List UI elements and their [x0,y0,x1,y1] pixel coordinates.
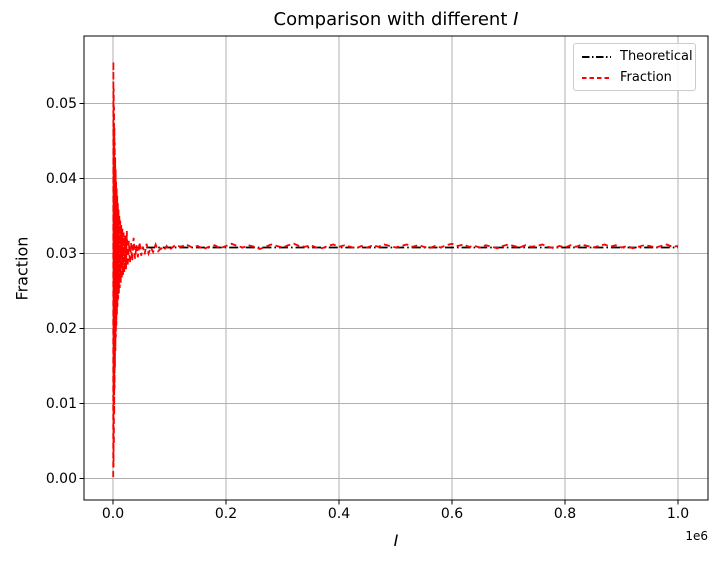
plot-background [84,36,708,500]
chart-title-math-symbol: I [513,9,519,30]
y-tick-label: 0.04 [45,170,77,187]
axes-spines [83,35,709,501]
theoretical-line-sample-icon [582,55,611,58]
x-tick-label: 0.4 [327,506,351,522]
chart-title: Comparison with different I [84,8,708,31]
x-tick-label: 0.8 [553,506,577,522]
legend: Theoretical Fraction [573,43,696,91]
fraction-line-sample-icon [582,76,611,79]
y-axis-label: Fraction [12,236,32,301]
legend-item-fraction: Fraction [581,68,688,87]
legend-label-theoretical: Theoretical [620,49,693,64]
x-axis-offset-text: 1e6 [685,529,708,543]
legend-label-fraction: Fraction [620,70,672,85]
x-tick-label: 0.0 [101,506,125,522]
x-tick-label: 0.2 [214,506,238,522]
series-line-fraction [112,61,679,478]
y-tick-label: 0.03 [45,245,77,262]
x-tick-label: 1.0 [666,506,690,522]
x-axis-label: I [393,531,399,550]
y-tick-label: 0.01 [45,395,77,412]
y-tick-label: 0.02 [45,320,77,337]
chart-title-text: Comparison with different [273,9,514,30]
legend-item-theoretical: Theoretical [581,47,693,66]
y-tick-label: 0.05 [45,95,77,112]
y-tick-label: 0.00 [45,470,77,487]
x-tick-label: 0.6 [440,506,464,522]
